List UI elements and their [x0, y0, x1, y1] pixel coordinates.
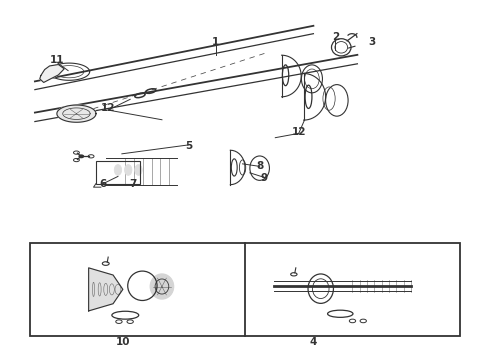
Polygon shape [57, 105, 96, 122]
Text: 5: 5 [185, 141, 193, 151]
Ellipse shape [79, 155, 83, 158]
Polygon shape [89, 268, 123, 311]
Polygon shape [40, 64, 64, 82]
Text: 11: 11 [49, 55, 64, 65]
Ellipse shape [124, 165, 132, 175]
Text: 3: 3 [368, 37, 376, 47]
Text: 2: 2 [332, 32, 339, 41]
Ellipse shape [114, 165, 122, 175]
Text: 7: 7 [129, 179, 136, 189]
Text: 8: 8 [256, 161, 263, 171]
Bar [30, 243, 460, 336]
Text: 4: 4 [310, 337, 317, 347]
Text: 12: 12 [292, 127, 306, 136]
Ellipse shape [150, 274, 173, 299]
Ellipse shape [135, 165, 142, 175]
Bar [96, 161, 140, 184]
Text: 1: 1 [212, 37, 220, 47]
Text: 9: 9 [261, 173, 268, 183]
Text: 12: 12 [101, 103, 116, 113]
Text: 6: 6 [99, 179, 107, 189]
Text: 10: 10 [116, 337, 130, 347]
